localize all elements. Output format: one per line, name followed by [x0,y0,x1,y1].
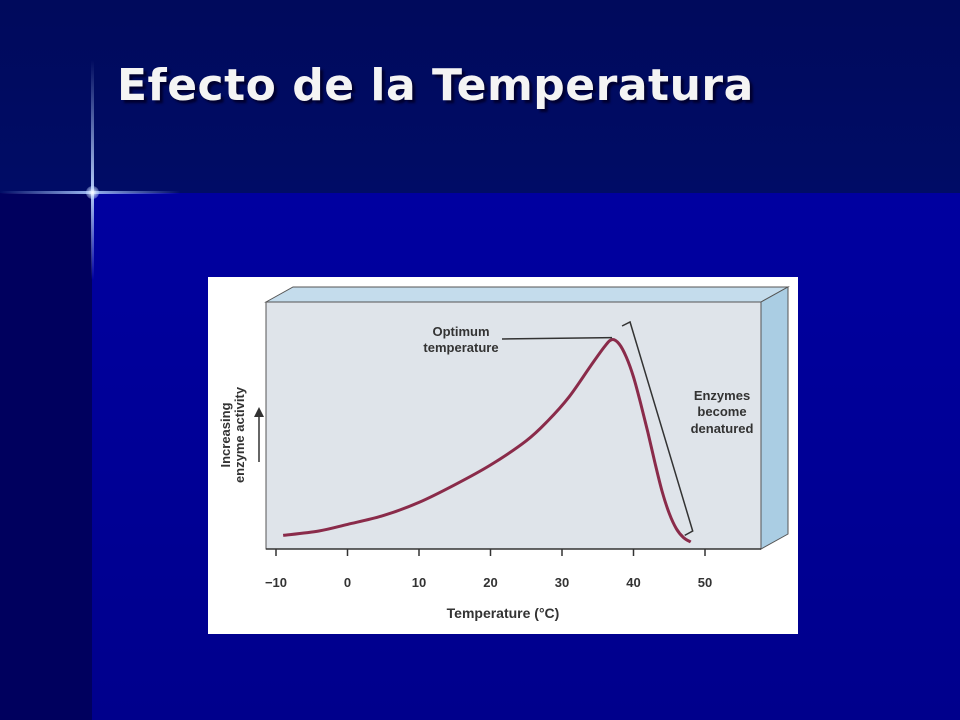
enzyme-activity-curve [282,338,692,544]
y-axis-label-group: Increasing enzyme activity [218,386,247,483]
denatured-label-line1: Enzymes [694,388,750,403]
sparkle-vertical-decoration [91,60,94,280]
x-tick-label: 50 [698,575,712,590]
enzyme-temperature-figure: −10 0 10 20 30 40 50 Increasing enzyme activit… [208,277,798,634]
sparkle-star-icon [86,186,99,199]
y-axis-arrow-icon [254,407,264,462]
enzyme-activity-chart: −10 0 10 20 30 40 50 Increasing enzyme activit… [218,286,790,621]
x-tick-label: −10 [265,575,287,590]
y-axis-label-line1: Increasing [218,402,233,467]
optimum-leader-line [501,336,613,340]
panel-top-face [264,286,790,303]
panel-side-face [760,286,789,550]
x-tick-label: 20 [483,575,497,590]
x-tick-label: 40 [626,575,640,590]
y-axis-label-line2: enzyme activity [232,386,247,483]
denatured-bracket [621,320,694,537]
optimum-label-line2: temperature [423,340,498,355]
x-tick-label: 10 [412,575,426,590]
slide-left-band [0,193,92,720]
x-axis-ticks: −10 0 10 20 30 40 50 [265,549,712,590]
optimum-label-line1: Optimum [432,324,489,339]
slide-header-background [0,0,960,193]
panel-front-face [265,301,762,550]
denatured-label-line3: denatured [691,421,754,436]
slide-title: Efecto de la Temperatura [117,60,754,111]
x-axis-label: Temperature (°C) [447,605,560,621]
x-tick-label: 30 [555,575,569,590]
x-tick-label: 0 [344,575,351,590]
denatured-label-line2: become [697,404,746,419]
